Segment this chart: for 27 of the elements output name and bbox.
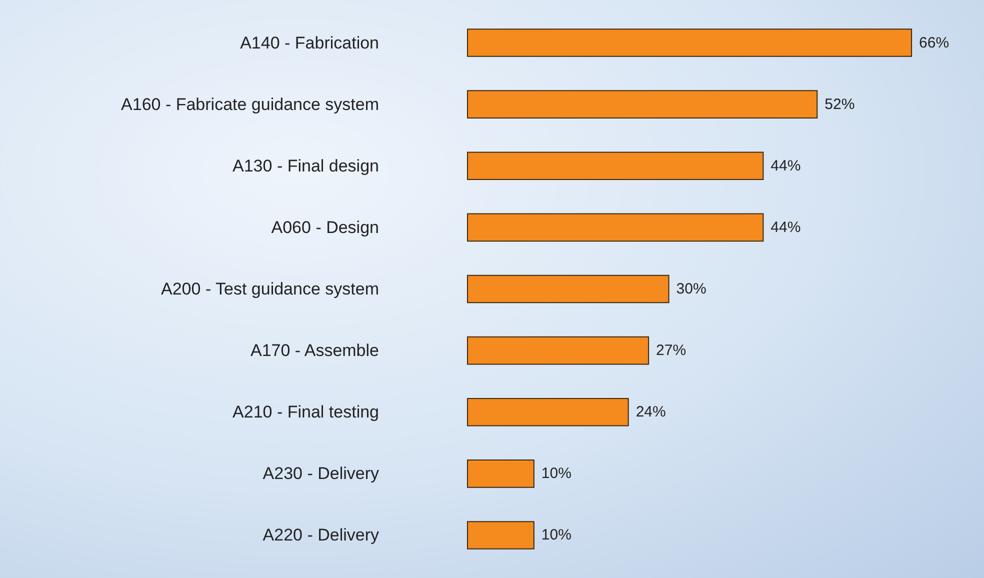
bar <box>467 336 650 365</box>
bar <box>467 521 534 550</box>
data-label: 30% <box>676 280 706 298</box>
bar <box>467 90 818 118</box>
bar <box>467 28 912 57</box>
data-label: 66% <box>919 34 950 52</box>
data-label: 44% <box>770 218 801 236</box>
bar <box>467 274 670 304</box>
data-label: 24% <box>636 404 666 421</box>
y-tick-label: A170 - Assemble <box>250 341 379 360</box>
y-tick-label: A140 - Fabrication <box>240 33 379 52</box>
y-tick-label: A230 - Delivery <box>262 464 380 484</box>
y-tick-label: A130 - Final design <box>232 156 379 176</box>
data-label: 10% <box>541 465 572 482</box>
bar <box>467 152 764 180</box>
y-tick-label: A220 - Delivery <box>262 526 380 545</box>
data-label: 44% <box>770 157 801 174</box>
bar <box>467 460 534 488</box>
y-tick-label: A160 - Fabricate guidance system <box>121 94 379 114</box>
data-label: 27% <box>656 342 686 360</box>
data-label: 10% <box>541 526 572 544</box>
data-label: 52% <box>824 96 855 113</box>
y-tick-label: A210 - Final testing <box>232 402 379 422</box>
y-tick-label: A060 - Design <box>271 218 379 237</box>
y-tick-label: A200 - Test guidance system <box>161 280 379 298</box>
bar <box>467 398 629 426</box>
bar <box>467 213 764 242</box>
